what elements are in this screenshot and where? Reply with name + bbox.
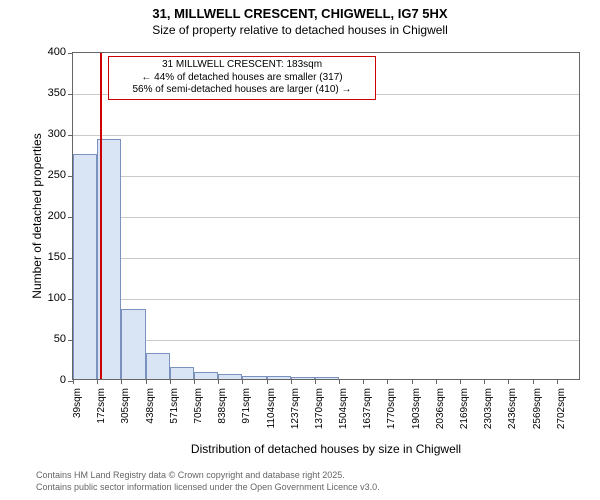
plot-area <box>72 52 580 380</box>
x-tick-label: 438sqm <box>145 388 156 438</box>
annotation-box: 31 MILLWELL CRESCENT: 183sqm← 44% of det… <box>108 56 376 100</box>
annotation-line: ← 44% of detached houses are smaller (31… <box>113 72 371 85</box>
x-tick-label: 2569sqm <box>532 388 543 438</box>
y-tick-label: 350 <box>32 87 66 99</box>
y-tick-label: 300 <box>32 128 66 140</box>
histogram-bar <box>315 377 339 379</box>
x-tick-label: 2702sqm <box>556 388 567 438</box>
y-tick-label: 100 <box>32 292 66 304</box>
y-tick <box>68 94 73 95</box>
x-tick-label: 1237sqm <box>290 388 301 438</box>
histogram-bar <box>170 367 194 379</box>
x-tick-label: 1770sqm <box>386 388 397 438</box>
x-tick-label: 571sqm <box>169 388 180 438</box>
x-tick <box>412 379 413 384</box>
x-tick <box>97 379 98 384</box>
x-tick <box>170 379 171 384</box>
chart-title-line1: 31, MILLWELL CRESCENT, CHIGWELL, IG7 5HX <box>0 6 600 21</box>
histogram-bar <box>146 353 170 379</box>
x-tick-label: 838sqm <box>217 388 228 438</box>
x-tick-label: 1370sqm <box>314 388 325 438</box>
x-tick <box>291 379 292 384</box>
x-tick <box>533 379 534 384</box>
gridline <box>73 135 579 136</box>
gridline <box>73 176 579 177</box>
x-tick-label: 971sqm <box>241 388 252 438</box>
x-tick-label: 172sqm <box>96 388 107 438</box>
x-tick <box>218 379 219 384</box>
gridline <box>73 340 579 341</box>
marker-line <box>100 53 102 379</box>
y-tick-label: 250 <box>32 169 66 181</box>
gridline <box>73 217 579 218</box>
gridline <box>73 299 579 300</box>
x-tick <box>460 379 461 384</box>
y-tick-label: 150 <box>32 251 66 263</box>
x-tick-label: 2036sqm <box>435 388 446 438</box>
x-tick <box>267 379 268 384</box>
x-tick <box>315 379 316 384</box>
y-tick-label: 50 <box>32 333 66 345</box>
y-tick <box>68 53 73 54</box>
x-tick-label: 1903sqm <box>411 388 422 438</box>
histogram-bar <box>291 377 315 379</box>
x-tick <box>508 379 509 384</box>
x-tick <box>363 379 364 384</box>
annotation-line: 56% of semi-detached houses are larger (… <box>113 84 371 97</box>
chart-title-line2: Size of property relative to detached ho… <box>0 23 600 37</box>
x-tick <box>73 379 74 384</box>
annotation-line: 31 MILLWELL CRESCENT: 183sqm <box>113 59 371 72</box>
x-tick-label: 2436sqm <box>507 388 518 438</box>
x-tick-label: 2169sqm <box>459 388 470 438</box>
y-tick-label: 0 <box>32 374 66 386</box>
x-tick-label: 305sqm <box>120 388 131 438</box>
x-tick <box>557 379 558 384</box>
x-tick <box>387 379 388 384</box>
x-tick <box>484 379 485 384</box>
histogram-bar <box>121 309 145 379</box>
histogram-bar <box>73 154 97 380</box>
x-tick-label: 1104sqm <box>266 388 277 438</box>
histogram-bar <box>242 376 266 379</box>
x-tick-label: 1637sqm <box>362 388 373 438</box>
histogram-bar <box>194 372 218 379</box>
gridline <box>73 258 579 259</box>
x-tick-label: 39sqm <box>72 388 83 438</box>
footer-line2: Contains public sector information licen… <box>36 482 380 492</box>
footer-line1: Contains HM Land Registry data © Crown c… <box>36 470 345 480</box>
histogram-bar <box>218 374 242 379</box>
x-tick <box>339 379 340 384</box>
histogram-bar <box>267 376 291 379</box>
x-tick-label: 2303sqm <box>483 388 494 438</box>
y-tick-label: 200 <box>32 210 66 222</box>
x-tick <box>121 379 122 384</box>
y-tick-label: 400 <box>32 46 66 58</box>
y-tick <box>68 135 73 136</box>
x-tick <box>194 379 195 384</box>
x-tick-label: 705sqm <box>193 388 204 438</box>
x-tick <box>146 379 147 384</box>
x-tick <box>242 379 243 384</box>
x-tick-label: 1504sqm <box>338 388 349 438</box>
x-axis-label: Distribution of detached houses by size … <box>72 442 580 456</box>
x-tick <box>436 379 437 384</box>
